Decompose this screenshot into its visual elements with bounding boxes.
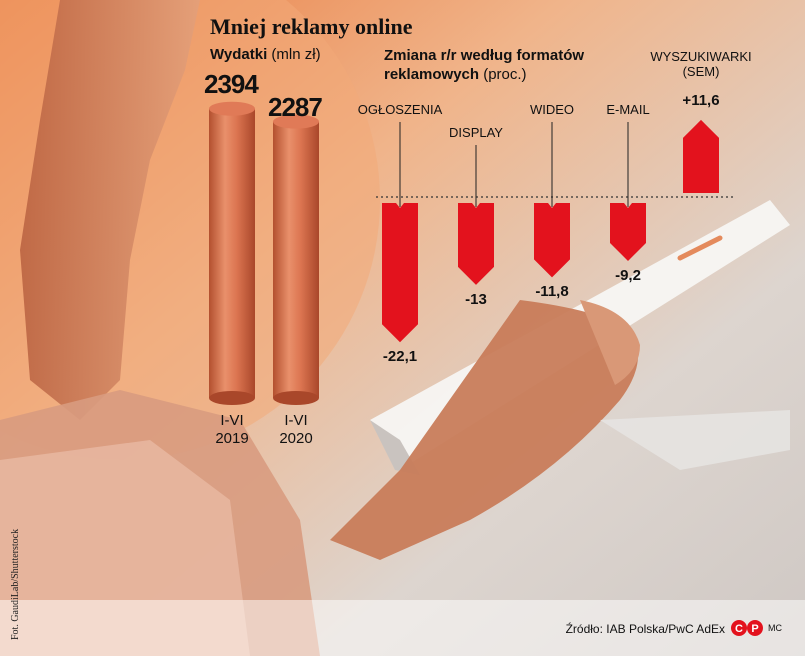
change-bar	[458, 203, 494, 285]
change-value-label: -13	[465, 290, 487, 308]
spending-category-label: I-VI 2019	[215, 412, 249, 447]
spending-value-label: 2394	[204, 68, 259, 99]
change-value-label: -22,1	[382, 348, 418, 366]
spending-cylinder	[209, 101, 255, 405]
svg-text:P: P	[751, 623, 758, 635]
change-bar	[534, 203, 570, 278]
change-category-label: WYSZUKIWARKI (SEM)	[650, 49, 752, 79]
spending-value-label: 2287	[268, 91, 323, 122]
spending-label: Wydatki	[210, 46, 268, 63]
cp-logo-icon: C P	[731, 620, 763, 636]
change-unit: (proc.)	[483, 66, 527, 83]
source-note: Źródło: IAB Polska/PwC AdEx	[565, 622, 725, 636]
svg-text:C: C	[735, 623, 743, 635]
change-value-label: -11,8	[535, 283, 569, 301]
change-category-label: OGŁOSZENIA	[357, 102, 443, 117]
change-category-label: DISPLAY	[449, 125, 503, 140]
change-category-label: E-MAIL	[606, 102, 650, 117]
spending-category-label: I-VI 2020	[279, 412, 313, 447]
change-label: Zmiana r/r według formatów reklamowych	[384, 47, 585, 83]
spending-unit: (mln zł)	[271, 46, 321, 63]
change-bar	[683, 119, 719, 193]
spending-cylinder	[273, 114, 319, 405]
change-bar	[610, 203, 646, 261]
spending-subtitle: Wydatki (mln zł)	[210, 46, 321, 63]
change-category-label: WIDEO	[529, 102, 575, 117]
photo-credit: Fot. GaudiLab/Shutterstock	[10, 528, 21, 640]
change-value-label: -9,2	[615, 266, 641, 284]
change-value-label: +11,6	[682, 91, 720, 109]
author-initials: MC	[768, 623, 782, 633]
chart-title: Mniej reklamy online	[210, 14, 413, 39]
change-subtitle: Zmiana r/r według formatów reklamowych (…	[384, 46, 634, 84]
change-bar	[382, 203, 418, 343]
